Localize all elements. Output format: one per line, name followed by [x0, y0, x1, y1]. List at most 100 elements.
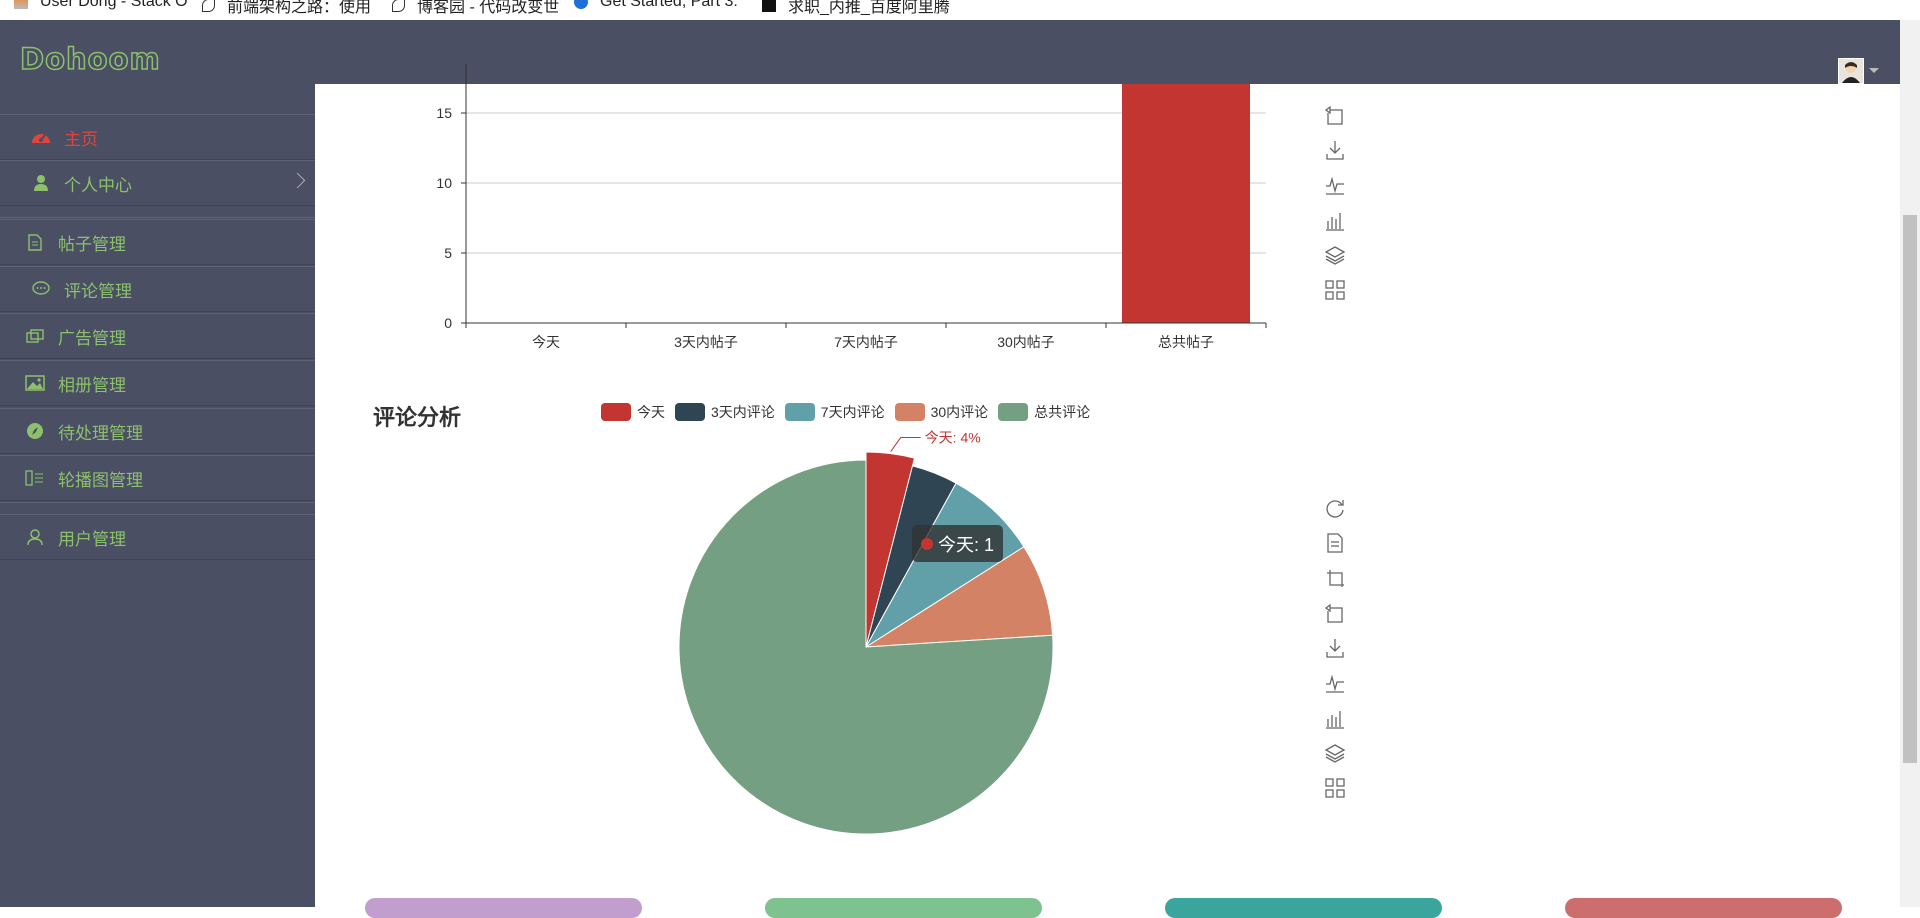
pie-legend: 今天 3天内评论 7天内评论 30内评论 总共评论 [601, 402, 1100, 422]
x-tick-label: 7天内帖子 [834, 334, 898, 350]
pie-slice-label: 今天: 4% [925, 430, 981, 446]
sidebar-item-comments[interactable]: 评论管理 [0, 266, 315, 312]
legend-label: 3天内评论 [711, 404, 775, 420]
line-chart-icon[interactable] [1324, 174, 1346, 196]
bar-chart: 0 5 10 15 今天 3天内帖子 7天内帖子 30内帖子 总共帖子 [436, 64, 1267, 350]
carousel-icon [24, 467, 46, 489]
legend-swatch [784, 403, 815, 421]
bookmark-item[interactable]: Get Started, Part 3: [574, 0, 738, 11]
pie-chart-title: 评论分析 [373, 405, 462, 430]
stat-card[interactable] [1165, 898, 1442, 918]
x-tick-label: 总共帖子 [1158, 334, 1214, 350]
legend-swatch [998, 403, 1029, 421]
sidebar-divider [0, 502, 315, 514]
person-icon [24, 526, 46, 548]
sidebar-item-ads[interactable]: 广告管理 [0, 313, 315, 359]
bookmark-item[interactable]: User Dong - Stack O [14, 0, 188, 11]
ad-icon [24, 325, 46, 347]
legend-item[interactable]: 3天内评论 [675, 402, 775, 422]
sidebar: 主页 个人中心 帖子管理 评论管理 广告管理 相册管理 待处 [0, 84, 315, 907]
bookmarks-bar: User Dong - Stack O 前端架构之路：使用 博客园 - 代码改变… [0, 0, 1920, 20]
chevron-down-icon[interactable] [1869, 68, 1879, 73]
pie-slice[interactable] [678, 459, 1054, 835]
download-icon[interactable] [1324, 637, 1346, 659]
x-tick-label: 3天内帖子 [674, 334, 738, 350]
sidebar-item-label: 相册管理 [58, 375, 126, 395]
sidebar-item-label: 评论管理 [64, 281, 132, 301]
user-avatar[interactable] [1838, 58, 1864, 84]
legend-label: 总共评论 [1034, 404, 1091, 420]
legend-item[interactable]: 7天内评论 [784, 402, 885, 422]
sidebar-item-users[interactable]: 用户管理 [0, 514, 315, 560]
legend-item[interactable]: 30内评论 [894, 402, 989, 422]
tiled-icon[interactable] [1324, 279, 1346, 301]
sidebar-item-posts[interactable]: 帖子管理 [0, 219, 315, 265]
y-tick-label: 0 [444, 315, 452, 331]
sidebar-item-carousel[interactable]: 轮播图管理 [0, 455, 315, 501]
app-logo[interactable]: Dohoom [19, 41, 161, 77]
page-scrollbar-thumb[interactable] [1903, 215, 1917, 763]
line-chart-icon[interactable] [1324, 672, 1346, 694]
download-icon[interactable] [1324, 139, 1346, 161]
x-tick-label: 今天 [532, 334, 560, 350]
document-icon [24, 231, 46, 253]
stat-card[interactable] [1565, 898, 1842, 918]
avatar-icon [1842, 62, 1860, 83]
bookmark-item[interactable]: 求职_内推_百度阿里腾 [762, 0, 950, 17]
sidebar-item-label: 帖子管理 [58, 234, 126, 254]
stack-icon[interactable] [1324, 244, 1346, 266]
pie-chart: 今天: 4% [678, 430, 1054, 835]
chart-tooltip: 今天: 1 [912, 525, 1004, 562]
user-icon [30, 172, 52, 194]
legend-swatch [894, 403, 925, 421]
sidebar-item-profile[interactable]: 个人中心 [0, 160, 315, 206]
bar-chart-icon[interactable] [1324, 707, 1346, 729]
y-tick-label: 15 [436, 105, 452, 121]
tiled-icon[interactable] [1324, 777, 1346, 799]
sidebar-item-albums[interactable]: 相册管理 [0, 360, 315, 406]
bar[interactable] [1122, 84, 1250, 323]
refresh-icon[interactable] [1324, 497, 1346, 519]
bookmark-site-icon [762, 0, 776, 12]
stackoverflow-icon [14, 0, 28, 9]
data-view-icon[interactable] [1324, 532, 1346, 554]
stat-card[interactable] [365, 898, 642, 918]
bookmark-item[interactable]: 前端架构之路：使用 [202, 0, 371, 17]
x-tick-label: 30内帖子 [997, 334, 1055, 350]
pie-slice[interactable] [865, 546, 1054, 648]
zoom-icon[interactable] [1324, 567, 1346, 589]
restore-icon[interactable] [1324, 104, 1346, 126]
dashboard-icon [30, 126, 52, 148]
sidebar-divider [0, 217, 315, 225]
sidebar-item-label: 轮播图管理 [58, 470, 143, 490]
legend-label: 30内评论 [930, 404, 989, 420]
bookmark-site-icon [202, 0, 215, 12]
image-icon [24, 372, 46, 394]
sidebar-item-label: 待处理管理 [58, 423, 143, 443]
stat-card[interactable] [765, 898, 1042, 918]
tooltip-marker [921, 537, 933, 550]
restore-icon[interactable] [1324, 602, 1346, 624]
bookmark-item[interactable]: 博客园 - 代码改变世 [392, 0, 559, 17]
globe-icon [574, 0, 588, 9]
sidebar-item-label: 广告管理 [58, 328, 126, 348]
stack-icon[interactable] [1324, 742, 1346, 764]
legend-swatch [601, 403, 631, 421]
legend-label: 今天 [637, 404, 665, 420]
top-header: Dohoom [0, 20, 1900, 84]
sidebar-item-home[interactable]: 主页 [0, 114, 315, 160]
legend-label: 7天内评论 [820, 404, 885, 420]
bar-chart-icon[interactable] [1324, 209, 1346, 231]
sidebar-item-label: 用户管理 [58, 529, 126, 549]
comment-icon [30, 278, 52, 300]
sidebar-item-pending[interactable]: 待处理管理 [0, 408, 315, 454]
legend-item[interactable]: 总共评论 [998, 402, 1090, 422]
legend-item[interactable]: 今天 [601, 402, 665, 422]
pie-slice[interactable] [865, 482, 1025, 648]
y-tick-label: 10 [436, 175, 452, 191]
y-tick-label: 5 [444, 245, 452, 261]
legend-swatch [675, 403, 705, 421]
pie-label-line [890, 437, 921, 452]
sidebar-item-label: 个人中心 [64, 175, 132, 195]
bookmark-site-icon [392, 0, 405, 12]
